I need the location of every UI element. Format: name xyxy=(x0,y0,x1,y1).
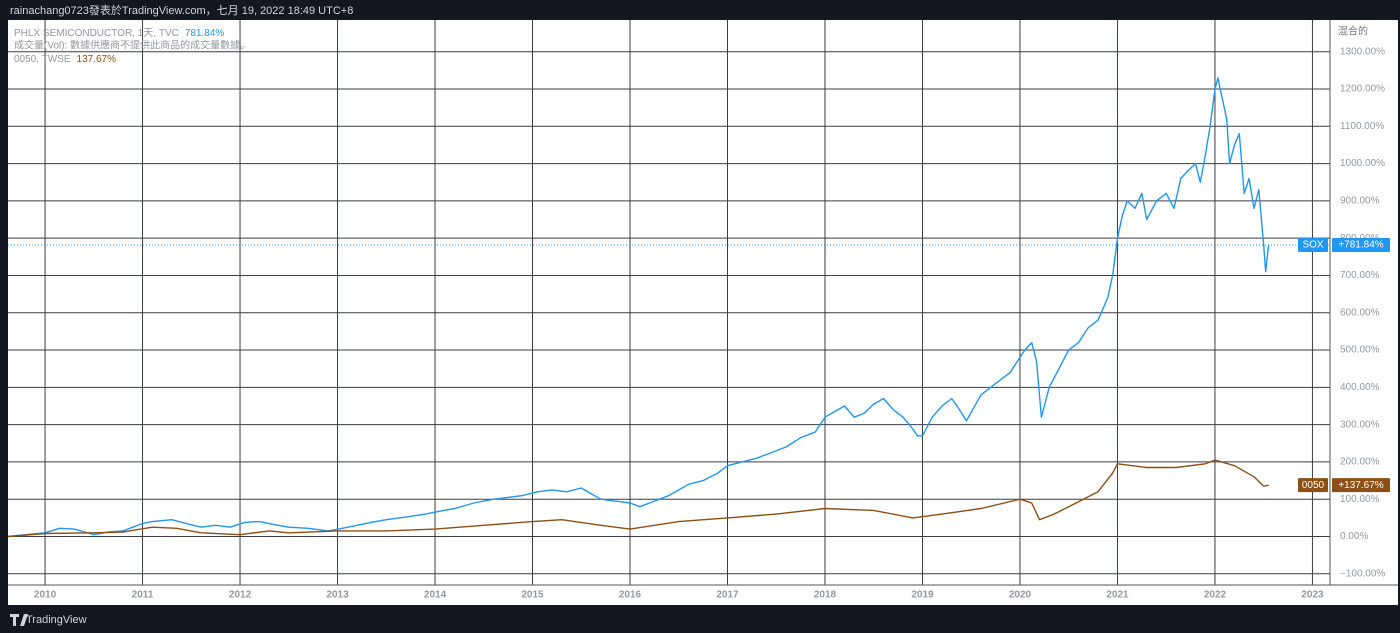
caption: rainachang0723發表於TradingView.com，七月 19, … xyxy=(10,3,353,17)
volume-note: 成交量(Vol): 數據供應商不提供此商品的成交量數據。 xyxy=(14,39,250,52)
y-tick-label: 900.00% xyxy=(1340,196,1380,207)
tag-symbol-box xyxy=(1298,478,1328,493)
x-tick-label: 2010 xyxy=(34,590,57,601)
x-tick-label: 2017 xyxy=(716,590,739,601)
y-tick-label: 500.00% xyxy=(1340,345,1380,356)
scale-mode[interactable]: 混合的 xyxy=(1338,25,1368,38)
y-tick-label: −100.00% xyxy=(1340,568,1385,579)
series-line xyxy=(7,459,1269,538)
legend-entry: 0050, TWSE 137.67% xyxy=(14,54,116,65)
brand: TradingView xyxy=(26,614,87,626)
tag-value: +781.84% xyxy=(1338,240,1383,251)
x-tick-label: 2021 xyxy=(1106,590,1129,601)
x-tick-label: 2011 xyxy=(132,590,154,601)
legend-entry: PHLX SEMICONDUCTOR, 1天, TVC 781.84% xyxy=(14,28,224,39)
y-tick-label: 1200.00% xyxy=(1340,84,1385,95)
legend-name: PHLX SEMICONDUCTOR, 1天, TVC xyxy=(14,28,179,39)
tag-value-box xyxy=(1332,237,1390,252)
axes: −100.00% 0.00% 100.00% 200.00% 300.00% 400.00… xyxy=(34,46,1386,600)
tag-symbol: SOX xyxy=(1302,240,1323,251)
y-tick-label: 600.00% xyxy=(1340,307,1380,318)
tag-symbol-box xyxy=(1298,237,1328,252)
y-tick-label: 700.00% xyxy=(1340,270,1380,281)
y-tick-label: 0.00% xyxy=(1340,531,1368,542)
tag-value: +137.67% xyxy=(1338,480,1383,491)
x-tick-label: 2019 xyxy=(911,590,934,601)
brand-logo xyxy=(10,614,28,626)
y-tick-label: 1000.00% xyxy=(1340,158,1385,169)
x-tick-label: 2012 xyxy=(229,590,252,601)
price-tag: 0050 +137.67% xyxy=(1298,478,1390,493)
legend-value: 137.67% xyxy=(77,54,117,65)
price-tag: SOX +781.84% xyxy=(1298,237,1390,252)
x-tick-label: 2018 xyxy=(814,590,837,601)
price-tags: SOX +781.84% 0050 +137.67% xyxy=(1298,237,1390,493)
y-tick-label: 400.00% xyxy=(1340,382,1380,393)
y-tick-label: 200.00% xyxy=(1340,457,1380,468)
y-tick-label: 1100.00% xyxy=(1340,121,1384,132)
plot xyxy=(7,77,1330,538)
legend-value: 781.84% xyxy=(185,28,225,39)
legend: PHLX SEMICONDUCTOR, 1天, TVC 781.84% 成交量(V… xyxy=(14,28,250,65)
x-tick-label: 2015 xyxy=(521,590,544,601)
footer: TradingView xyxy=(10,614,87,626)
x-tick-label: 2022 xyxy=(1204,590,1227,601)
y-tick-label: 100.00% xyxy=(1340,494,1380,505)
y-tick-label: 300.00% xyxy=(1340,419,1380,430)
x-tick-label: 2020 xyxy=(1009,590,1032,601)
x-tick-label: 2014 xyxy=(424,590,447,601)
legend-name: 0050, TWSE xyxy=(14,54,71,65)
series-line xyxy=(7,77,1270,538)
x-tick-label: 2016 xyxy=(619,590,642,601)
y-tick-label: 1300.00% xyxy=(1340,46,1385,57)
x-tick-label: 2023 xyxy=(1301,590,1324,601)
x-tick-label: 2013 xyxy=(326,590,349,601)
tag-value-box xyxy=(1332,478,1390,493)
tag-symbol: 0050 xyxy=(1302,480,1325,491)
grid xyxy=(8,20,1330,585)
